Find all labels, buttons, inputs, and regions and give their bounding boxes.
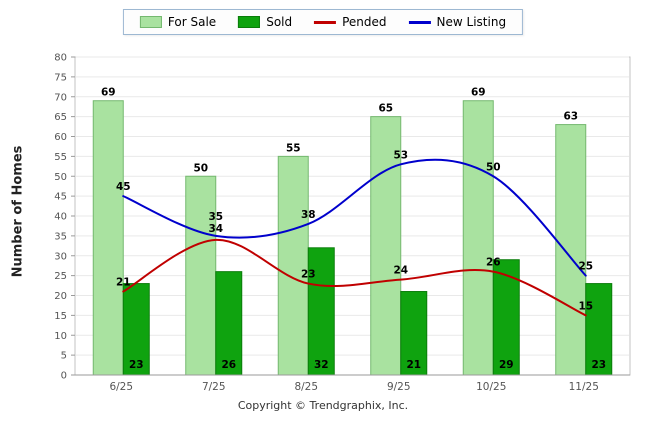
pended-line [122,238,587,317]
x-tick-label: 11/25 [569,381,599,393]
for-sale-bar [92,100,124,376]
copyright-text: Copyright © Trendgraphix, Inc. [237,399,409,412]
for-sale-bar [277,155,309,376]
x-tick-label: 6/25 [109,381,133,393]
new-listing-value-label: 25 [578,261,593,273]
sold-bar [307,247,335,376]
sold-value-label: 32 [314,359,329,371]
for-sale-value-label: 65 [378,103,393,115]
sold-swatch-icon [238,16,261,28]
pended-value-label: 21 [116,277,131,289]
y-tick-label: 15 [54,311,67,322]
sold-value-label: 21 [406,359,421,371]
y-tick-label: 65 [54,112,67,123]
new-listing-value-label: 38 [301,209,316,221]
x-tick-label: 8/25 [294,381,318,393]
y-tick-label: 20 [54,291,67,302]
new-listing-line [122,158,587,277]
new-listing-value-label: 45 [116,181,131,193]
y-tick-label: 35 [54,231,67,242]
chart-legend: For Sale Sold Pended New Listing [122,9,524,35]
for-sale-value-label: 55 [286,142,301,154]
legend-label-pended: Pended [342,15,387,29]
y-tick-label: 60 [54,132,67,143]
y-tick-label: 50 [54,172,67,183]
for-sale-value-label: 50 [193,162,208,174]
x-tick-label: 10/25 [476,381,506,393]
sold-bar [400,291,428,376]
pended-value-label: 15 [578,300,593,312]
for-sale-value-label: 69 [101,87,116,99]
y-tick-label: 5 [61,351,67,362]
y-tick-label: 30 [54,251,67,262]
new-listing-value-label: 53 [393,149,408,161]
y-tick-label: 25 [54,271,67,282]
legend-item-sold: Sold [238,15,292,29]
sold-value-label: 29 [499,359,514,371]
legend-label-for-sale: For Sale [167,15,217,29]
for-sale-bar [555,124,587,376]
pended-value-label: 34 [208,223,223,235]
sold-value-label: 23 [129,359,144,371]
legend-label-sold: Sold [266,15,293,29]
y-tick-label: 75 [54,72,67,83]
y-tick-label: 55 [54,152,67,163]
for-sale-value-label: 69 [471,87,486,99]
y-tick-label: 0 [61,371,67,382]
x-tick-label: 9/25 [387,381,411,393]
for-sale-bar [462,100,494,376]
for-sale-swatch-icon [139,16,162,28]
sold-bar [215,271,243,376]
sold-value-label: 23 [591,359,606,371]
legend-item-new-listing: New Listing [408,15,507,29]
legend-item-for-sale: For Sale [139,15,217,29]
sold-bar [585,283,613,376]
y-tick-label: 80 [54,53,67,64]
y-tick-label: 70 [54,92,67,103]
y-tick-label: 40 [54,212,67,223]
for-sale-bar [185,175,217,376]
new-listing-value-label: 35 [208,211,223,223]
x-tick-label: 7/25 [202,381,226,393]
pended-value-label: 26 [486,257,501,269]
for-sale-bar [370,116,402,376]
y-tick-label: 45 [54,192,67,203]
sold-bar [122,283,150,376]
new-listing-line-swatch-icon [408,20,431,24]
for-sale-value-label: 63 [563,111,578,123]
y-tick-label: 10 [54,331,67,342]
new-listing-value-label: 50 [486,161,501,173]
legend-item-pended: Pended [314,15,387,29]
pended-value-label: 23 [301,269,316,281]
legend-label-new-listing: New Listing [436,15,507,29]
pended-value-label: 24 [393,265,408,277]
sold-value-label: 26 [221,359,236,371]
pended-line-swatch-icon [314,20,337,24]
sold-bar [492,259,520,376]
